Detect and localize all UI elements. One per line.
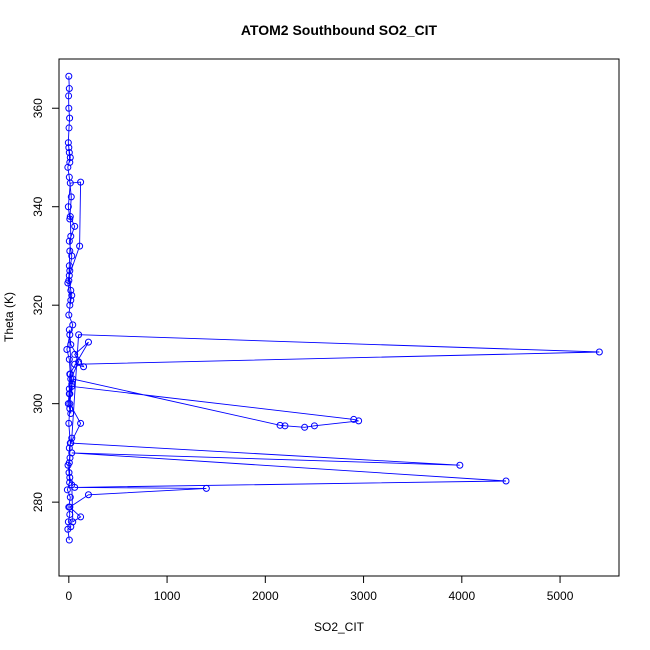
data-point xyxy=(67,193,75,201)
data-point xyxy=(68,449,76,457)
series-line xyxy=(66,76,600,541)
data-point xyxy=(310,422,318,430)
data-point xyxy=(64,139,72,147)
data-point xyxy=(67,232,75,240)
data-point xyxy=(67,375,75,383)
data-point xyxy=(66,474,74,482)
y-axis-label: Theta (K) xyxy=(2,292,16,342)
data-point xyxy=(66,405,74,413)
data-point xyxy=(66,301,74,309)
x-tick-label: 0 xyxy=(65,589,72,603)
data-point xyxy=(65,144,73,152)
data-point xyxy=(65,72,73,80)
data-point xyxy=(66,247,74,255)
data-point xyxy=(66,493,74,501)
x-axis-label: SO2_CIT xyxy=(314,620,365,634)
data-point xyxy=(65,469,73,477)
data-point xyxy=(67,341,75,349)
data-point xyxy=(66,158,74,166)
data-point xyxy=(66,390,74,398)
data-point xyxy=(65,124,73,132)
data-point xyxy=(69,321,77,329)
data-point xyxy=(63,346,71,354)
data-point xyxy=(65,262,73,270)
data-point xyxy=(350,415,358,423)
data-point xyxy=(80,363,88,371)
data-point xyxy=(68,382,76,390)
data-point xyxy=(66,215,74,223)
y-tick-label: 300 xyxy=(31,393,45,413)
x-tick-label: 2000 xyxy=(252,589,279,603)
data-point xyxy=(77,419,85,427)
data-point xyxy=(65,311,73,319)
data-point xyxy=(77,513,85,521)
data-point xyxy=(84,491,92,499)
data-point xyxy=(69,518,77,526)
data-point xyxy=(65,237,73,245)
y-tick-label: 280 xyxy=(31,492,45,512)
data-point xyxy=(66,213,74,221)
data-point xyxy=(65,277,73,285)
series-group xyxy=(63,72,603,544)
data-point xyxy=(65,326,73,334)
data-point xyxy=(76,242,84,250)
y-tick-label: 340 xyxy=(31,196,45,216)
data-point xyxy=(595,348,603,356)
data-point xyxy=(67,410,75,418)
y-tick-label: 360 xyxy=(31,98,45,118)
data-point xyxy=(65,272,73,280)
data-point xyxy=(281,422,289,430)
data-point xyxy=(456,461,464,469)
data-point xyxy=(65,85,73,93)
x-tick-label: 3000 xyxy=(350,589,377,603)
y-tick-label: 320 xyxy=(31,295,45,315)
x-axis: 0 1000 2000 3000 4000 5000 xyxy=(65,575,574,603)
data-point xyxy=(68,291,76,299)
y-axis: 280 300 320 340 360 xyxy=(31,98,60,512)
data-point xyxy=(276,421,284,429)
data-point xyxy=(68,380,76,388)
data-point xyxy=(502,477,510,485)
data-point xyxy=(65,92,73,100)
data-point xyxy=(84,338,92,346)
data-point xyxy=(66,153,74,161)
data-point xyxy=(66,331,74,339)
chart-title: ATOM2 Southbound SO2_CIT xyxy=(241,22,438,38)
x-tick-label: 5000 xyxy=(547,589,574,603)
data-point xyxy=(65,104,73,112)
data-point xyxy=(65,173,73,181)
data-point xyxy=(66,439,74,447)
data-point xyxy=(66,267,74,275)
data-point xyxy=(65,459,73,467)
data-point xyxy=(71,350,79,358)
plot-frame xyxy=(58,58,620,577)
data-point xyxy=(66,370,74,378)
data-point xyxy=(65,419,73,427)
x-tick-label: 1000 xyxy=(154,589,181,603)
data-point xyxy=(64,203,72,211)
data-point xyxy=(64,518,72,526)
data-point xyxy=(65,149,73,157)
data-point xyxy=(65,355,73,363)
data-point xyxy=(77,178,85,186)
data-point xyxy=(202,484,210,492)
data-point xyxy=(68,481,76,489)
data-point xyxy=(66,454,74,462)
data-point xyxy=(75,331,83,339)
data-point xyxy=(71,222,79,230)
data-point xyxy=(65,536,73,544)
data-point xyxy=(66,114,74,122)
data-point xyxy=(66,510,74,518)
data-point xyxy=(68,434,76,442)
data-point xyxy=(63,486,71,494)
data-point xyxy=(75,358,83,366)
data-point xyxy=(64,400,72,408)
data-point xyxy=(355,417,363,425)
data-point xyxy=(67,286,75,294)
data-point xyxy=(301,423,309,431)
data-point xyxy=(66,503,74,511)
data-point xyxy=(67,296,75,304)
x-tick-label: 4000 xyxy=(448,589,475,603)
